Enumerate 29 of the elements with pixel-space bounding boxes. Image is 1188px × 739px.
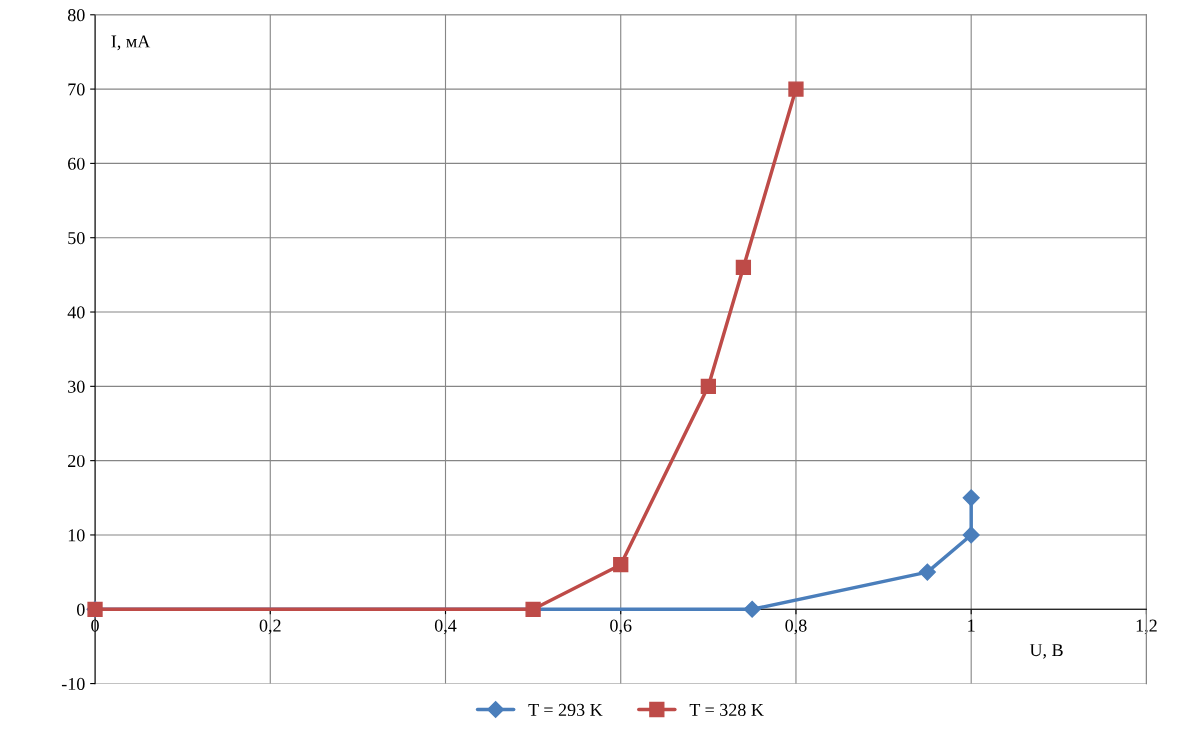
y-tick-label: 0 (76, 603, 85, 616)
y-tick-label: 50 (68, 231, 85, 245)
y-tick-label: 60 (68, 157, 85, 170)
y-axis-title: I, мА (111, 35, 151, 51)
point (700, 378, 716, 394)
point (962, 526, 980, 544)
point (525, 601, 541, 617)
y-tick-label: -10 (61, 677, 85, 691)
y-tick-label: 20 (68, 454, 85, 468)
point (788, 81, 804, 97)
x-tick-label: 1,2 (1136, 619, 1157, 635)
x-tick-label: 0,2 (259, 619, 281, 635)
x-tick-label: 0,8 (785, 619, 807, 635)
point (918, 563, 936, 581)
x-tick-label: 0,6 (610, 619, 632, 635)
legend-label: T = 328 K (689, 703, 764, 716)
x-axis-title: U, В (1029, 644, 1063, 659)
y-tick-label: 70 (68, 83, 85, 96)
point (962, 489, 980, 507)
point (743, 600, 761, 618)
x-tick-label: 0,4 (434, 619, 457, 635)
legend-label: T = 293 K (528, 703, 603, 716)
point (613, 557, 629, 573)
y-tick-label: 30 (68, 380, 85, 393)
x-tick-label: 1 (968, 619, 975, 632)
y-tick-label: 10 (68, 529, 85, 542)
y-tick-label: 80 (67, 9, 85, 22)
y-tick-label: 40 (67, 306, 85, 319)
point (735, 259, 752, 276)
